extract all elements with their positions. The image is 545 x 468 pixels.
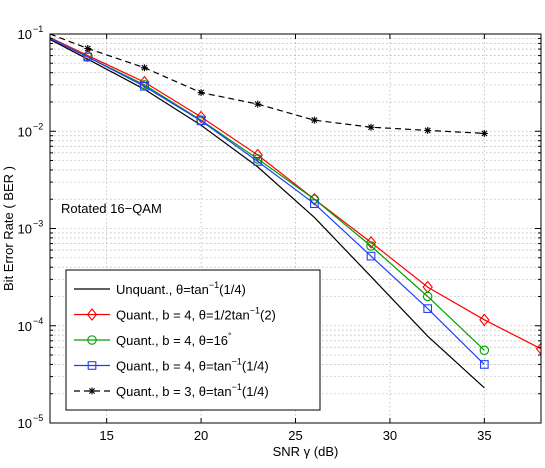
y-tick-exponent: −1 — [33, 24, 43, 34]
legend-label-tail: (1/4) — [219, 282, 246, 297]
y-tick-label: 10 — [18, 27, 32, 42]
x-tick-label: 20 — [194, 428, 208, 443]
y-tick-label: 10 — [18, 416, 32, 431]
x-tick-label: 35 — [477, 428, 491, 443]
legend-label-tail: (1/4) — [242, 384, 269, 399]
legend-label-text: Quant., b = 3, θ=tan — [116, 384, 232, 399]
y-tick-exponent: −4 — [33, 316, 43, 326]
star-marker — [84, 45, 91, 52]
star-marker — [311, 117, 318, 124]
star-marker — [89, 388, 96, 395]
legend-label-text: Quant., b = 4, θ=16 — [116, 333, 228, 348]
legend: Unquant., θ=tan−1(1/4)Quant., b = 4, θ=1… — [66, 270, 320, 410]
legend-label-tail: (2) — [260, 308, 276, 323]
legend-label-superscript: −1 — [232, 357, 242, 367]
y-tick-exponent: −5 — [33, 413, 43, 423]
legend-label-superscript: −1 — [250, 306, 260, 316]
y-tick-exponent: −2 — [33, 121, 43, 131]
legend-label: Quant., b = 4, θ=tan−1(1/4) — [116, 357, 269, 374]
legend-label-superscript: −1 — [232, 382, 242, 392]
legend-label: Quant., b = 3, θ=tan−1(1/4) — [116, 382, 269, 399]
legend-label-tail: (1/4) — [242, 359, 269, 374]
y-axis-label: Bit Error Rate ( BER ) — [1, 166, 16, 291]
x-tick-label: 25 — [288, 428, 302, 443]
annotation-text: Rotated 16−QAM — [61, 201, 162, 216]
legend-label-text: Quant., b = 4, θ=tan — [116, 359, 232, 374]
legend-label: Unquant., θ=tan−1(1/4) — [116, 280, 246, 297]
star-marker — [368, 124, 375, 131]
legend-label-superscript: −1 — [209, 280, 219, 290]
star-marker — [254, 101, 261, 108]
legend-label: Quant., b = 4, θ=16° — [116, 331, 232, 348]
x-axis-label: SNR γ (dB) — [273, 444, 339, 459]
legend-label-text: Unquant., θ=tan — [116, 282, 209, 297]
legend-label-superscript: ° — [228, 331, 232, 341]
x-tick-label: 30 — [383, 428, 397, 443]
star-marker — [481, 130, 488, 137]
star-marker — [198, 89, 205, 96]
star-marker — [141, 64, 148, 71]
y-tick-label: 10 — [18, 319, 32, 334]
x-tick-label: 15 — [99, 428, 113, 443]
legend-label-text: Quant., b = 4, θ=1/2tan — [116, 308, 250, 323]
star-marker — [424, 127, 431, 134]
y-tick-label: 10 — [18, 124, 32, 139]
y-tick-exponent: −3 — [33, 219, 43, 229]
y-tick-label: 10 — [18, 222, 32, 237]
